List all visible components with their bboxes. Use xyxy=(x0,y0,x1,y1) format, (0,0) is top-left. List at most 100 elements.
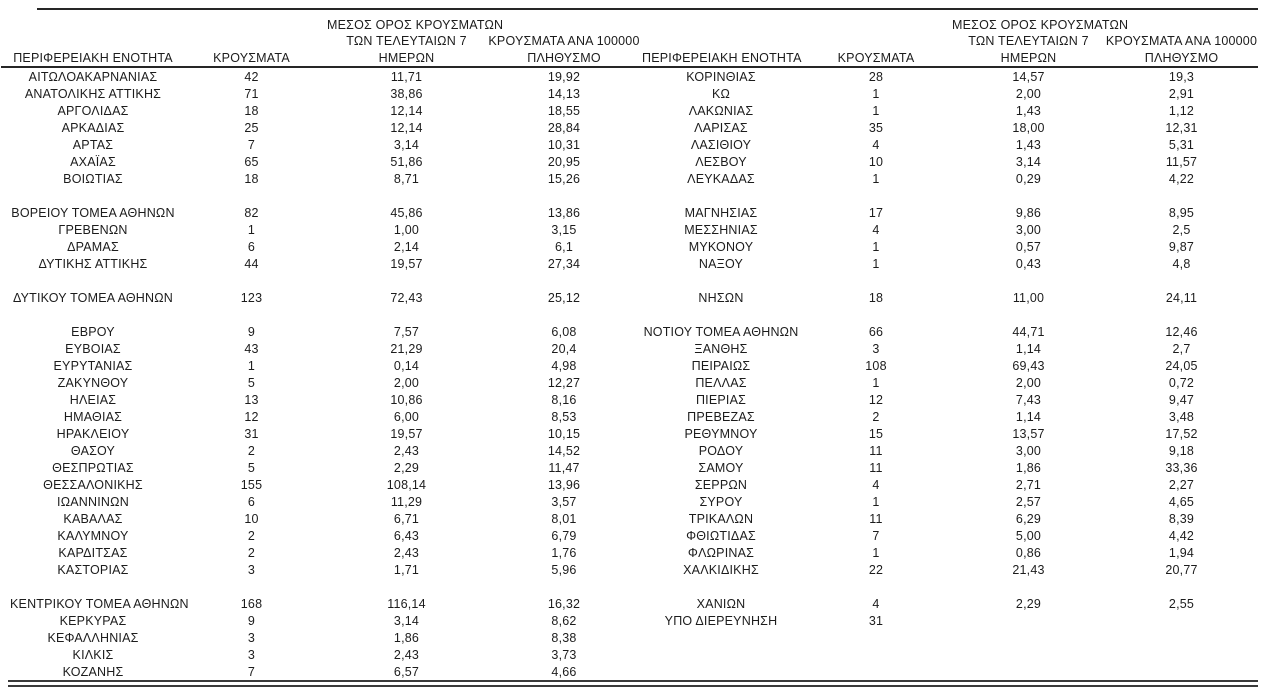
avg7-cell xyxy=(952,273,1105,290)
per100k-cell: 9,18 xyxy=(1168,444,1195,458)
avg7-cell: 2,43 xyxy=(393,546,420,560)
cases-cell: 3 xyxy=(247,563,256,577)
per100k-cell: 24,11 xyxy=(1165,291,1198,305)
avg7-cell: 2,00 xyxy=(393,376,420,390)
region-cell: ΘΕΣΠΡΩΤΙΑΣ xyxy=(52,461,134,475)
region-cell: ΚΩ xyxy=(711,87,731,101)
cases-cell xyxy=(176,307,327,324)
avg7-cell: 11,71 xyxy=(390,70,423,84)
header-avg7-right: ΜΕΣΟΣ ΟΡΟΣ ΚΡΟΥΣΜΑΤΩΝ ΤΩΝ ΤΕΛΕΥΤΑΙΩΝ 7 Η… xyxy=(952,10,1128,69)
per100k-cell: 19,92 xyxy=(547,70,581,84)
region-cell: ΔΥΤΙΚΗΣ ΑΤΤΙΚΗΣ xyxy=(38,257,148,271)
table-row xyxy=(10,188,1258,205)
region-cell: ΡΟΔΟΥ xyxy=(698,444,744,458)
header-text: ΚΡΟΥΣΜΑΤΑ ΑΝΑ 100000 xyxy=(1105,34,1258,48)
table-row: ΓΡΕΒΕΝΩΝ 1 1,00 3,15 ΜΕΣΣΗΝΙΑΣ 4 3,00 2,5 xyxy=(10,222,1258,239)
per100k-cell: 11,57 xyxy=(1165,155,1198,169)
per100k-cell: 28,84 xyxy=(547,121,581,135)
table-row: ΑΧΑΪΑΣ 65 51,86 20,95 ΛΕΣΒΟΥ 10 3,14 11,57 xyxy=(10,154,1258,171)
table-row: ΚΑΡΔΙΤΣΑΣ 2 2,43 1,76 ΦΛΩΡΙΝΑΣ 1 0,86 1,94 xyxy=(10,545,1258,562)
region-cell: ΖΑΚΥΝΘΟΥ xyxy=(57,376,129,390)
avg7-cell: 7,43 xyxy=(1015,393,1042,407)
region-cell: ΣΑΜΟΥ xyxy=(698,461,744,475)
region-cell: ΚΕΝΤΡΙΚΟΥ ΤΟΜΕΑ ΑΘΗΝΩΝ xyxy=(10,597,189,611)
region-cell: ΛΑΣΙΘΙΟΥ xyxy=(690,138,752,152)
region-cell: ΛΕΣΒΟΥ xyxy=(695,155,747,169)
region-cell: ΚΑΒΑΛΑΣ xyxy=(63,512,123,526)
table-row: ΕΒΡΟΥ 9 7,57 6,08 ΝΟΤΙΟΥ ΤΟΜΕΑ ΑΘΗΝΩΝ 66 44,71… xyxy=(10,324,1258,341)
avg7-cell: 2,00 xyxy=(1015,87,1042,101)
avg7-cell: 11,29 xyxy=(390,495,423,509)
avg7-cell: 19,57 xyxy=(390,427,423,441)
region-cell: ΚΕΡΚΥΡΑΣ xyxy=(59,614,127,628)
avg7-cell: 0,29 xyxy=(1015,172,1042,186)
cases-cell xyxy=(800,307,952,324)
region-cell: ΑΡΓΟΛΙΔΑΣ xyxy=(57,104,129,118)
avg7-cell: 1,14 xyxy=(1015,342,1042,356)
per100k-cell: 33,36 xyxy=(1165,461,1198,475)
region-cell: ΑΡΚΑΔΙΑΣ xyxy=(61,121,125,135)
avg7-cell: 6,43 xyxy=(393,529,420,543)
cases-cell: 7 xyxy=(872,529,880,543)
region-cell xyxy=(642,630,800,647)
avg7-cell: 1,14 xyxy=(1015,410,1042,424)
table-row: ΕΥΒΟΙΑΣ 43 21,29 20,4 ΞΑΝΘΗΣ 3 1,14 2,7 xyxy=(10,341,1258,358)
per100k-cell xyxy=(1105,188,1258,205)
region-cell: ΑΧΑΪΑΣ xyxy=(70,155,116,169)
avg7-cell: 2,14 xyxy=(393,240,420,254)
per100k-cell: 13,86 xyxy=(547,206,581,220)
avg7-cell: 38,86 xyxy=(390,87,423,101)
avg7-cell xyxy=(952,613,1105,630)
cases-cell: 18 xyxy=(244,104,259,118)
cases-cell: 4 xyxy=(872,597,880,611)
avg7-cell: 3,14 xyxy=(393,138,420,152)
region-cell xyxy=(10,273,176,290)
per100k-cell: 8,39 xyxy=(1168,512,1195,526)
cases-cell: 1 xyxy=(872,87,880,101)
per100k-cell xyxy=(1105,307,1258,324)
avg7-cell: 2,57 xyxy=(1015,495,1042,509)
avg7-cell: 2,43 xyxy=(393,648,420,662)
cases-cell: 3 xyxy=(247,631,256,645)
per100k-cell: 2,27 xyxy=(1168,478,1195,492)
cases-cell: 1 xyxy=(872,376,880,390)
region-cell: ΛΑΡΙΣΑΣ xyxy=(694,121,748,135)
table-row xyxy=(10,307,1258,324)
avg7-cell: 13,57 xyxy=(1012,427,1045,441)
per100k-cell xyxy=(1105,664,1258,681)
region-cell: ΣΕΡΡΩΝ xyxy=(694,478,748,492)
region-cell: ΠΙΕΡΙΑΣ xyxy=(695,393,747,407)
per100k-cell: 4,65 xyxy=(1168,495,1195,509)
region-cell: ΚΑΛΥΜΝΟΥ xyxy=(57,529,129,543)
region-cell xyxy=(642,579,800,596)
cases-cell: 42 xyxy=(244,70,259,84)
per100k-cell: 15,26 xyxy=(547,172,581,186)
per100k-cell: 6,1 xyxy=(555,240,573,254)
bottom-double-border xyxy=(8,680,1258,687)
header-region-left: ΠΕΡΙΦΕΡΕΙΑΚΗ ΕΝΟΤΗΤΑ xyxy=(10,10,176,69)
cases-cell: 1 xyxy=(872,495,880,509)
avg7-cell: 44,71 xyxy=(1012,325,1045,339)
cases-cell xyxy=(800,630,952,647)
cases-cell: 6 xyxy=(247,240,256,254)
avg7-cell: 2,43 xyxy=(393,444,420,458)
per100k-cell: 13,96 xyxy=(547,478,581,492)
per100k-cell: 18,55 xyxy=(547,104,581,118)
avg7-cell: 3,14 xyxy=(1015,155,1042,169)
region-cell xyxy=(10,188,176,205)
region-cell: ΘΕΣΣΑΛΟΝΙΚΗΣ xyxy=(43,478,143,492)
avg7-cell: 0,57 xyxy=(1015,240,1042,254)
cases-cell: 2 xyxy=(872,410,880,424)
header-cases-left: ΚΡΟΥΣΜΑΤΑ xyxy=(176,10,327,69)
cases-cell: 7 xyxy=(247,665,256,679)
per100k-cell: 9,87 xyxy=(1168,240,1195,254)
table-row: ΗΛΕΙΑΣ 13 10,86 8,16 ΠΙΕΡΙΑΣ 12 7,43 9,47 xyxy=(10,392,1258,409)
per100k-cell xyxy=(486,188,642,205)
table-row: ΑΡΤΑΣ 7 3,14 10,31 ΛΑΣΙΘΙΟΥ 4 1,43 5,31 xyxy=(10,137,1258,154)
per100k-cell xyxy=(1105,273,1258,290)
region-cell: ΚΑΡΔΙΤΣΑΣ xyxy=(58,546,128,560)
region-cell: ΔΥΤΙΚΟΥ ΤΟΜΕΑ ΑΘΗΝΩΝ xyxy=(12,291,174,305)
per100k-cell: 1,76 xyxy=(551,546,577,560)
per100k-cell: 6,08 xyxy=(551,325,577,339)
cases-cell: 1 xyxy=(872,257,880,271)
